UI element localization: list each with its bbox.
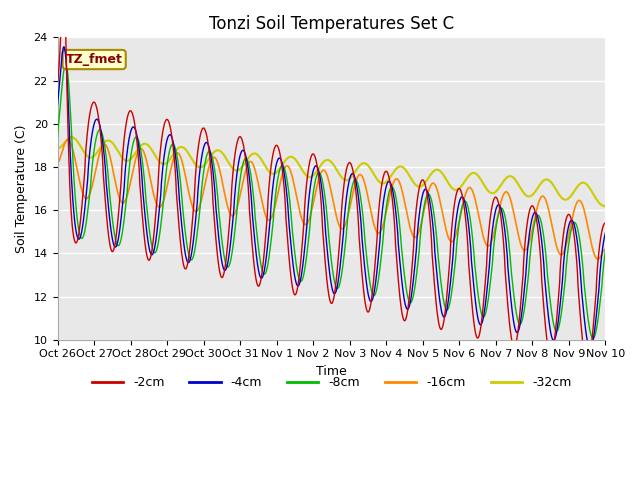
-2cm [537,257,545,263]
-8cm [589,336,597,341]
-4cm [60,44,68,50]
-2cm [488,202,496,208]
-4cm [586,345,594,351]
Line: -2cm: -2cm [58,0,605,364]
-16cm [488,236,496,242]
-2cm [237,134,245,140]
-32cm [163,160,170,166]
-8cm [488,262,496,267]
-8cm [176,172,184,178]
-8cm [417,229,424,235]
Line: -8cm: -8cm [58,64,605,338]
-8cm [163,167,170,173]
-4cm [537,230,545,236]
-32cm [417,184,424,190]
Y-axis label: Soil Temperature (C): Soil Temperature (C) [15,124,28,253]
-8cm [602,248,609,253]
-8cm [61,61,69,67]
-8cm [237,170,245,176]
Title: Tonzi Soil Temperatures Set C: Tonzi Soil Temperatures Set C [209,15,454,33]
-16cm [54,160,61,166]
-8cm [54,133,61,139]
-4cm [163,140,170,145]
-4cm [237,150,245,156]
Text: TZ_fmet: TZ_fmet [66,53,123,66]
-32cm [602,204,609,209]
-4cm [488,228,496,233]
Line: -32cm: -32cm [58,137,605,206]
-16cm [64,137,72,143]
-4cm [417,202,424,207]
Line: -16cm: -16cm [58,140,605,259]
-2cm [602,220,609,226]
-16cm [176,152,184,158]
-4cm [602,230,609,236]
-2cm [54,80,61,86]
-2cm [583,361,591,367]
-8cm [537,217,545,223]
Line: -4cm: -4cm [58,47,605,348]
-4cm [176,201,184,207]
-4cm [54,102,61,108]
-32cm [237,165,245,171]
-32cm [537,181,545,187]
-16cm [537,195,545,201]
-32cm [54,145,61,151]
-16cm [237,188,245,193]
-2cm [417,180,424,185]
-16cm [602,246,609,252]
-16cm [417,222,424,228]
-16cm [163,187,170,192]
-16cm [594,256,602,262]
-2cm [163,117,170,122]
X-axis label: Time: Time [316,365,347,378]
-2cm [176,232,184,238]
-32cm [488,191,496,196]
-32cm [68,134,76,140]
Legend: -2cm, -4cm, -8cm, -16cm, -32cm: -2cm, -4cm, -8cm, -16cm, -32cm [86,371,576,394]
-32cm [176,144,184,150]
